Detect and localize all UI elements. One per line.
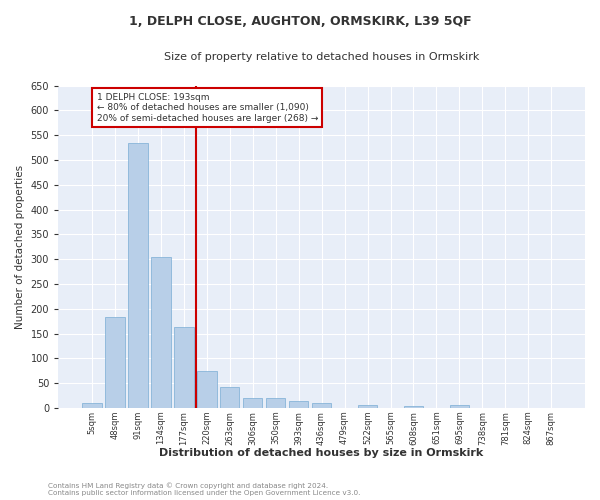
Text: 1 DELPH CLOSE: 193sqm
← 80% of detached houses are smaller (1,090)
20% of semi-d: 1 DELPH CLOSE: 193sqm ← 80% of detached … [97,93,318,122]
Text: Contains HM Land Registry data © Crown copyright and database right 2024.: Contains HM Land Registry data © Crown c… [48,482,328,489]
X-axis label: Distribution of detached houses by size in Ormskirk: Distribution of detached houses by size … [160,448,484,458]
Text: 1, DELPH CLOSE, AUGHTON, ORMSKIRK, L39 5QF: 1, DELPH CLOSE, AUGHTON, ORMSKIRK, L39 5… [128,15,472,28]
Bar [289,402,308,408]
Bar [220,387,239,408]
Bar [128,142,148,408]
Bar [358,405,377,408]
Title: Size of property relative to detached houses in Ormskirk: Size of property relative to detached ho… [164,52,479,62]
Bar [151,256,170,408]
Text: Contains public sector information licensed under the Open Government Licence v3: Contains public sector information licen… [48,490,361,496]
Bar [449,406,469,408]
Bar [266,398,286,408]
Bar [243,398,262,408]
Y-axis label: Number of detached properties: Number of detached properties [15,164,25,329]
Bar [105,317,125,408]
Bar [82,403,101,408]
Bar [197,370,217,408]
Bar [404,406,423,408]
Bar [174,327,194,408]
Bar [312,403,331,408]
